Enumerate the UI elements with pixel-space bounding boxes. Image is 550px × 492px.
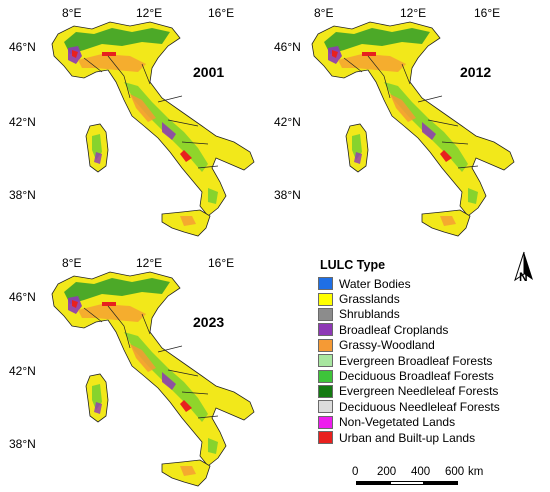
lon-tick-16e: 16°E (208, 256, 235, 270)
lon-tick-12e: 12°E (400, 6, 427, 20)
lon-tick-12e: 12°E (136, 256, 163, 270)
scale-segment-1 (356, 481, 390, 485)
lon-tick-16e: 16°E (474, 6, 501, 20)
legend-swatch (318, 369, 333, 383)
italy-map-2012 (311, 21, 515, 237)
year-label-2012: 2012 (460, 64, 492, 80)
legend-item: Deciduous Needleleaf Forests (318, 399, 530, 414)
legend-label: Grasslands (339, 292, 400, 307)
lat-tick-46n: 46°N (9, 40, 36, 54)
legend-label: Urban and Built-up Lands (339, 430, 476, 445)
north-label: N (519, 270, 528, 284)
legend-item: Grasslands (318, 291, 530, 306)
legend-swatch (318, 415, 333, 429)
legend-item: Evergreen Needleleaf Forests (318, 384, 530, 399)
legend-label: Deciduous Broadleaf Forests (339, 369, 494, 384)
lon-tick-8e: 8°E (314, 6, 334, 20)
legend-label: Deciduous Needleleaf Forests (339, 399, 500, 414)
legend-label: Grassy-Woodland (339, 338, 435, 353)
scale-segment-3 (424, 481, 458, 485)
legend-label: Evergreen Broadleaf Forests (339, 353, 493, 368)
legend-item: Shrublands (318, 307, 530, 322)
italy-map-2001 (51, 21, 255, 237)
legend-label: Non-Vegetated Lands (339, 415, 456, 430)
map-panel-2023: 8°E 12°E 16°E 46°N 42°N 38°N 2023 (0, 252, 300, 492)
lon-tick-16e: 16°E (208, 6, 235, 20)
legend: LULC Type Water Bodies Grasslands Shrublan… (318, 258, 530, 445)
legend-item: Broadleaf Croplands (318, 322, 530, 337)
year-label-2001: 2001 (193, 64, 225, 80)
legend-swatch (318, 277, 333, 291)
legend-label: Broadleaf Croplands (339, 322, 449, 337)
scale-label-200: 200 (377, 466, 397, 478)
legend-swatch (318, 323, 333, 337)
scale-unit: km (468, 466, 484, 478)
legend-item: Grassy-Woodland (318, 338, 530, 353)
year-label-2023: 2023 (193, 314, 225, 330)
legend-item: Evergreen Broadleaf Forests (318, 353, 530, 368)
lat-tick-46n: 46°N (9, 290, 36, 304)
north-arrow-icon (514, 251, 533, 282)
lon-tick-8e: 8°E (62, 6, 82, 20)
lon-tick-12e: 12°E (136, 6, 163, 20)
legend-item: Water Bodies (318, 276, 530, 291)
legend-swatch (318, 431, 333, 445)
legend-swatch (318, 338, 333, 352)
legend-item: Deciduous Broadleaf Forests (318, 368, 530, 383)
map-panel-2001: 8°E 12°E 16°E 46°N 42°N 38°N 2001 (0, 0, 270, 240)
scale-label-600: 600 (445, 466, 465, 478)
scale-bar: 0 200 400 600 km (352, 462, 502, 486)
lat-tick-38n: 38°N (9, 188, 36, 202)
italy-map-2023 (51, 271, 255, 487)
lat-tick-42n: 42°N (274, 115, 301, 129)
north-arrow: N (509, 250, 539, 288)
legend-title: LULC Type (320, 258, 386, 272)
legend-label: Water Bodies (339, 276, 411, 291)
scale-label-0: 0 (352, 466, 359, 478)
legend-swatch (318, 292, 333, 306)
legend-swatch (318, 307, 333, 321)
legend-label: Shrublands (339, 307, 400, 322)
legend-item: Urban and Built-up Lands (318, 430, 530, 445)
legend-swatch (318, 400, 333, 414)
legend-label: Evergreen Needleleaf Forests (339, 384, 499, 399)
legend-swatch (318, 354, 333, 368)
lat-tick-46n: 46°N (274, 40, 301, 54)
scale-label-400: 400 (411, 466, 431, 478)
lat-tick-38n: 38°N (9, 437, 36, 451)
map-panel-2012: 8°E 12°E 16°E 46°N 42°N 38°N 2012 (270, 0, 550, 240)
legend-swatch (318, 384, 333, 398)
legend-items: Water Bodies Grasslands Shrublands Broadlea… (318, 276, 530, 445)
lat-tick-42n: 42°N (9, 364, 36, 378)
lat-tick-42n: 42°N (9, 115, 36, 129)
lat-tick-38n: 38°N (274, 188, 301, 202)
lon-tick-8e: 8°E (62, 256, 82, 270)
legend-item: Non-Vegetated Lands (318, 415, 530, 430)
scale-segment-2 (390, 481, 424, 485)
